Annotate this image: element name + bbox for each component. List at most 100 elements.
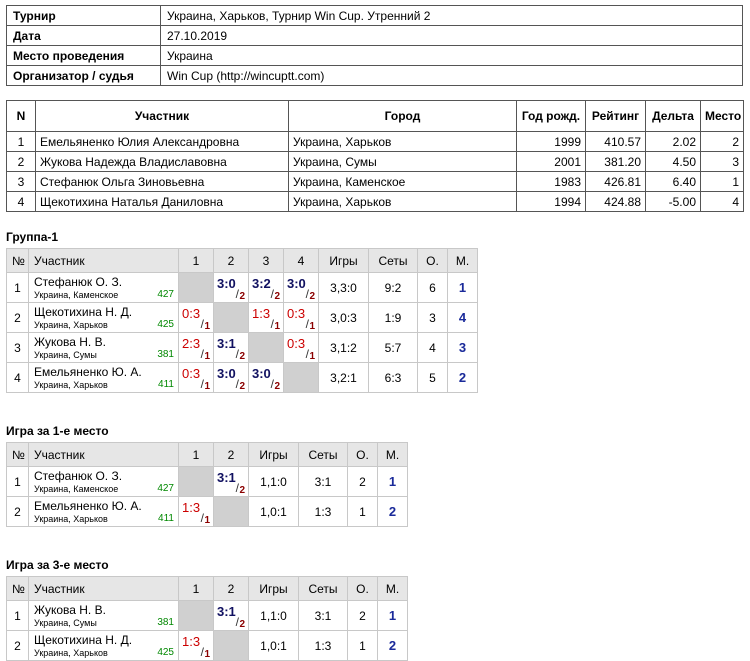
header-cell: Рейтинг xyxy=(585,100,646,132)
info-value: Украина xyxy=(160,45,743,66)
header-cell: № xyxy=(6,248,29,273)
score-text: 3:0 xyxy=(217,276,236,291)
group-row: 3 Жукова Н. В. Украина, Сумы 381 2:3/1 3:1/2 0… xyxy=(6,332,478,363)
header-cell: Место xyxy=(700,100,744,132)
games: 3,2:1 xyxy=(318,362,369,393)
info-row: Организатор / судья Win Cup (http://wincu… xyxy=(6,65,743,86)
player-rating: 411 xyxy=(158,513,174,524)
points: 1 xyxy=(347,496,378,527)
sets: 3:1 xyxy=(298,600,348,631)
player: Емельяненко Ю. А. Украина, Харьков 411 xyxy=(29,497,178,526)
player-city: Украина, Сумы xyxy=(34,350,97,360)
row-number: 4 xyxy=(6,362,29,393)
info-value: 27.10.2019 xyxy=(160,25,743,46)
info-key: Место проведения xyxy=(6,45,161,66)
score-cell: 1:3/1 xyxy=(178,630,214,661)
score-cell xyxy=(213,496,249,527)
group-row: 2 Щекотихина Н. Д. Украина, Харьков 425 0:3/… xyxy=(6,302,478,333)
sets: 1:3 xyxy=(298,630,348,661)
participant-cell: 1994 xyxy=(516,191,586,212)
row-number: 2 xyxy=(6,302,29,333)
header-cell: 1 xyxy=(178,248,214,273)
score-points: 1 xyxy=(274,321,280,332)
participant-cell: Украина, Харьков xyxy=(288,191,517,212)
score: 1:3/1 xyxy=(179,497,213,526)
group-table: № Участник 1 2 Игры Сеты О. М. 1 Жукова Н. В. Укра… xyxy=(6,576,408,661)
participant-cell: 1999 xyxy=(516,131,586,152)
slash: / xyxy=(305,317,309,331)
score-text: 1:3 xyxy=(252,306,271,321)
score-points: 1 xyxy=(309,351,315,362)
header-cell: Участник xyxy=(28,442,179,467)
participant-cell: 3 xyxy=(700,151,744,172)
participant-cell: 4 xyxy=(700,191,744,212)
score-points: 2 xyxy=(239,381,245,392)
header-cell: 2 xyxy=(213,442,249,467)
player-cell: Стефанюк О. З. Украина, Каменское 427 xyxy=(28,466,179,497)
participant-cell: 1 xyxy=(6,131,36,152)
player-rating: 425 xyxy=(157,319,174,330)
header-cell: Сеты xyxy=(368,248,418,273)
points: 2 xyxy=(347,466,378,497)
group-row: 1 Жукова Н. В. Украина, Сумы 381 3:1/2 1,1:0 3… xyxy=(6,600,408,631)
player-city: Украина, Харьков xyxy=(34,648,108,658)
player-cell: Жукова Н. В. Украина, Сумы 381 xyxy=(28,600,179,631)
score: 3:1/2 xyxy=(214,601,248,630)
score-text: 3:1 xyxy=(217,470,236,485)
place: 1 xyxy=(447,272,478,303)
header-row: № Участник 1 2 3 4 Игры Сеты О. М. xyxy=(6,248,478,273)
header-cell: М. xyxy=(377,442,408,467)
info-key: Организатор / судья xyxy=(6,65,161,86)
place: 1 xyxy=(377,466,408,497)
score-cell: 3:0/2 xyxy=(283,272,319,303)
header-cell: 3 xyxy=(248,248,284,273)
header-cell: Год рожд. xyxy=(516,100,586,132)
score-cell: 2:3/1 xyxy=(178,332,214,363)
participant-cell: Стефанюк Ольга Зиновьевна xyxy=(35,171,289,192)
header-cell: Город xyxy=(288,100,517,132)
points: 1 xyxy=(347,630,378,661)
score-text: 0:3 xyxy=(287,306,306,321)
participant-cell: Украина, Сумы xyxy=(288,151,517,172)
participant-cell: 1 xyxy=(700,171,744,192)
slash: / xyxy=(305,287,309,301)
participant-cell: 424.88 xyxy=(585,191,646,212)
games: 3,3:0 xyxy=(318,272,369,303)
participant-cell: Щекотихина Наталья Даниловна xyxy=(35,191,289,212)
info-row: Турнир Украина, Харьков, Турнир Win Cup. … xyxy=(6,5,743,26)
info-row: Дата 27.10.2019 xyxy=(6,25,743,46)
player-rating: 381 xyxy=(157,617,174,628)
group-row: 1 Стефанюк О. З. Украина, Каменское 427 3:0/… xyxy=(6,272,478,303)
score-cell xyxy=(213,302,249,333)
player-city: Украина, Каменское xyxy=(34,484,119,494)
row-number: 1 xyxy=(6,600,29,631)
participant-cell: Жукова Надежда Владиславовна xyxy=(35,151,289,172)
header-cell: 1 xyxy=(178,576,214,601)
row-number: 2 xyxy=(6,630,29,661)
score-cell xyxy=(178,466,214,497)
score-cell: 3:2/2 xyxy=(248,272,284,303)
place: 2 xyxy=(377,630,408,661)
participant-cell: -5.00 xyxy=(645,191,701,212)
info-key: Дата xyxy=(6,25,161,46)
participant-cell: 381.20 xyxy=(585,151,646,172)
score-text: 1:3 xyxy=(182,634,201,649)
header-cell: Дельта xyxy=(645,100,701,132)
player: Стефанюк О. З. Украина, Каменское 427 xyxy=(29,273,178,302)
header-cell: М. xyxy=(447,248,478,273)
score-points: 1 xyxy=(204,515,210,526)
player: Жукова Н. В. Украина, Сумы 381 xyxy=(29,333,178,362)
player-cell: Емельяненко Ю. А. Украина, Харьков 411 xyxy=(28,496,179,527)
header-cell: 2 xyxy=(213,248,249,273)
player-city: Украина, Харьков xyxy=(34,320,108,330)
slash: / xyxy=(270,377,274,391)
games: 1,0:1 xyxy=(248,630,299,661)
score-text: 3:0 xyxy=(287,276,306,291)
group-title: Игра за 1-е место xyxy=(6,424,109,438)
player-rating: 411 xyxy=(158,379,174,390)
group-row: 1 Стефанюк О. З. Украина, Каменское 427 3:1/… xyxy=(6,466,408,497)
participant-cell: 4.50 xyxy=(645,151,701,172)
info-row: Место проведения Украина xyxy=(6,45,743,66)
points: 2 xyxy=(347,600,378,631)
participant-row: 2 Жукова Надежда Владиславовна Украина, Су… xyxy=(6,151,744,172)
